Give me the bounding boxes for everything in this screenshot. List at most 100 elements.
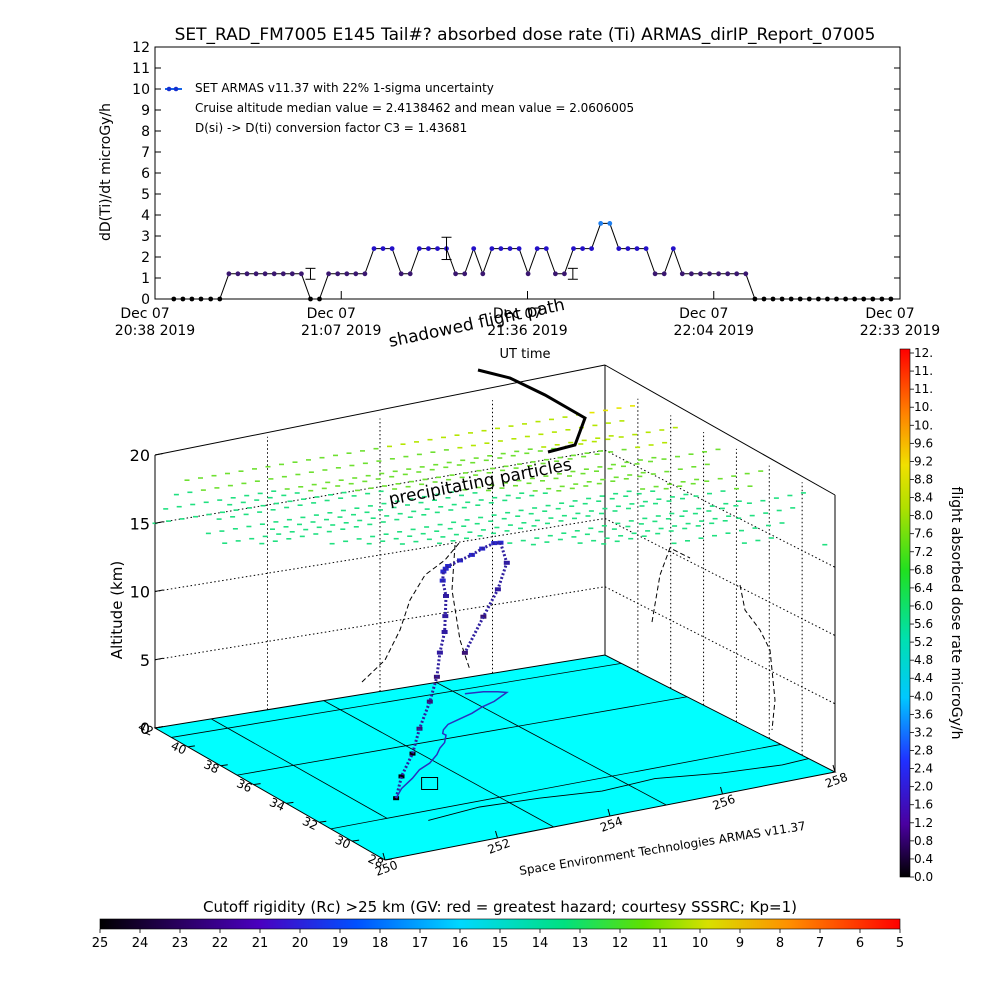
- latitude-tick-mark: [384, 858, 393, 861]
- data-point: [489, 246, 495, 252]
- data-point: [725, 271, 731, 277]
- data-point: [180, 296, 186, 302]
- legend-marker: [166, 86, 172, 92]
- flight-track-point: [497, 540, 504, 545]
- y-tick-label: 11: [132, 61, 150, 77]
- data-point: [198, 296, 204, 302]
- x-tick-label-date: Dec 07: [120, 306, 169, 322]
- data-point: [534, 246, 540, 252]
- rigidity-tick-label: 15: [492, 936, 509, 951]
- rigidity-tick-label: 14: [532, 936, 549, 951]
- longitude-tick-mark: [382, 852, 386, 861]
- data-point: [770, 296, 776, 302]
- data-point: [453, 271, 458, 277]
- dose-tick-label: 5.6: [914, 617, 933, 631]
- data-point: [335, 271, 341, 277]
- y-tick-label: 10: [132, 82, 150, 98]
- data-point: [416, 246, 422, 252]
- rigidity-tick-label: 24: [132, 936, 149, 951]
- dose-tick-label: 7.6: [914, 527, 933, 541]
- data-point: [571, 246, 576, 252]
- rigidity-tick-label: 18: [372, 936, 389, 951]
- rigidity-colorbar-title: Cutoff rigidity (Rc) >25 km (GV: red = g…: [203, 898, 797, 916]
- floor-map-lines: [171, 662, 809, 830]
- dose-tick-label: 0.0: [914, 870, 933, 884]
- data-point: [516, 246, 522, 252]
- data-point: [498, 246, 504, 252]
- gridline-altitude: [604, 518, 836, 636]
- altitude-tick-label: 15: [130, 514, 150, 533]
- data-point: [271, 271, 277, 277]
- dose-tick-label: 9.6: [914, 436, 933, 450]
- rigidity-tick-label: 11: [652, 936, 669, 951]
- data-point: [317, 296, 322, 302]
- dose-tick-label: 10.: [914, 418, 933, 432]
- dose-tick-label: 5.2: [914, 635, 933, 649]
- map-border-line: [428, 758, 809, 821]
- rigidity-tick-label: 20: [292, 936, 309, 951]
- data-point: [580, 246, 585, 252]
- latitude-tick-label: 36: [234, 776, 254, 795]
- latitude-tick-label: 34: [267, 795, 287, 814]
- dose-tick-label: 12.: [914, 346, 933, 360]
- top-y-axis-label: dD(Ti)/dt microGy/h: [98, 103, 114, 241]
- y-tick-label: 4: [141, 208, 150, 224]
- gridline-altitude: [604, 586, 836, 705]
- altitude-tick-label: 5: [140, 651, 150, 670]
- top-left-edge: [154, 364, 606, 456]
- flight-track-point: [445, 564, 452, 568]
- dose-tick-label: 2.4: [914, 762, 933, 776]
- data-point: [888, 296, 894, 302]
- dose-tick-label: 4.8: [914, 653, 933, 667]
- map-boundary: [237, 696, 688, 776]
- x-tick-label-date: Dec 07: [493, 306, 542, 322]
- x-tick-label-time: 21:07 2019: [301, 323, 381, 339]
- data-point: [280, 271, 286, 277]
- dose-tick-label: 11.: [914, 382, 933, 396]
- data-point: [289, 271, 295, 277]
- dose-colorbar-ticks: 12. 11. 11. 10. 10. 9.6 9.2 8.8 8.4 8.0 7.6 7.2 6.8 6…: [910, 346, 933, 884]
- latitude-tick-mark: [154, 726, 163, 729]
- latitude-ticks: 42 40 38 36 34 32 30 28: [136, 720, 393, 871]
- dose-rate-series: [171, 221, 894, 302]
- ground-track: [395, 690, 509, 799]
- top-x-axis-label: UT time: [500, 347, 551, 362]
- rigidity-colorbar-gradient: [99, 918, 901, 930]
- data-point: [797, 296, 803, 302]
- data-point: [208, 296, 214, 302]
- precipitating-particles-label: precipitating particles: [387, 455, 573, 510]
- latitude-tick-label: 38: [202, 757, 222, 776]
- latitude-tick-label: 28: [366, 852, 386, 871]
- figure-title: SET_RAD_FM7005 E145 Tail#? absorbed dose…: [175, 25, 876, 45]
- latitude-tick-mark: [319, 820, 327, 823]
- dose-colorbar-label: flight absorbed dose rate microGy/h: [948, 487, 964, 740]
- shadowed-flight-path: [477, 368, 587, 454]
- data-point: [426, 246, 431, 252]
- data-point: [326, 271, 331, 277]
- rigidity-tick-label: 6: [856, 936, 864, 951]
- data-point: [598, 221, 604, 226]
- legend-marker: [173, 86, 179, 92]
- longitude-tick-mark: [607, 808, 611, 817]
- data-point: [353, 271, 359, 277]
- legend-conversion-label: D(si) -> D(ti) conversion factor C3 = 1.…: [195, 121, 467, 135]
- data-point: [607, 221, 613, 226]
- data-point: [743, 271, 749, 277]
- data-point: [861, 296, 867, 302]
- rigidity-tick-label: 12: [612, 936, 629, 951]
- flight-track-point: [409, 751, 416, 756]
- legend-series-label: SET ARMAS v11.37 with 22% 1-sigma uncert…: [195, 81, 494, 95]
- data-point: [679, 271, 685, 277]
- credit-text: Space Environment Technologies ARMAS v11…: [518, 819, 806, 878]
- y-tick-label: 8: [141, 124, 150, 140]
- y-tick-label: 12: [132, 40, 150, 56]
- x-tick-label-date: Dec 07: [679, 306, 728, 322]
- longitude-tick-mark: [495, 830, 498, 839]
- dose-tick-label: 9.2: [914, 454, 933, 468]
- dose-tick-label: 4.0: [914, 689, 933, 703]
- data-point: [462, 271, 468, 277]
- x-tick-label-date: Dec 07: [865, 306, 914, 322]
- projected-track-dashed: [361, 541, 461, 683]
- precipitating-particles: [152, 405, 828, 546]
